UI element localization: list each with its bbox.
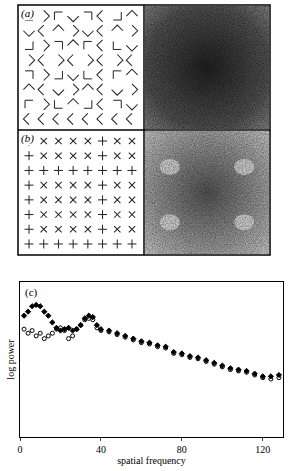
svg-text:0: 0 bbox=[18, 444, 23, 455]
svg-text:log power: log power bbox=[5, 339, 16, 380]
svg-text:80: 80 bbox=[177, 444, 187, 455]
svg-text:spatial frequency: spatial frequency bbox=[117, 455, 186, 466]
svg-text:40: 40 bbox=[96, 444, 106, 455]
svg-text:(c): (c) bbox=[25, 286, 38, 299]
svg-text:(b): (b) bbox=[21, 132, 34, 145]
svg-text:120: 120 bbox=[255, 444, 270, 455]
svg-text:(a): (a) bbox=[21, 7, 34, 20]
